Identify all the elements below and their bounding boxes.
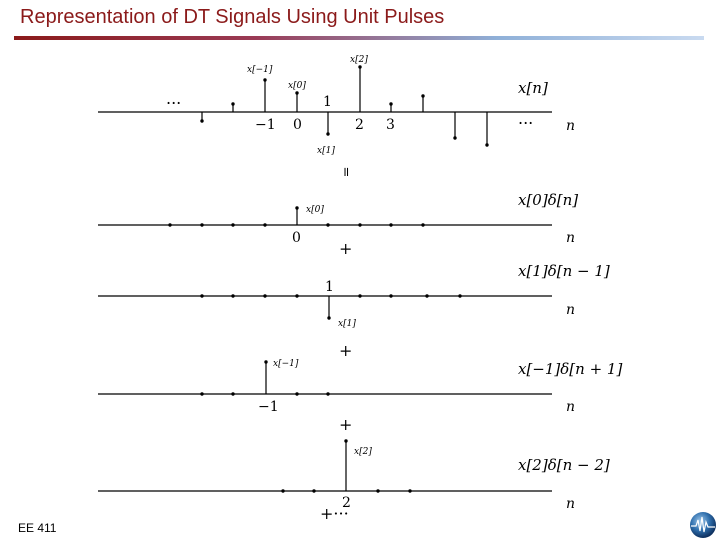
zero-samples (200, 294, 462, 298)
impulse-dot (327, 316, 331, 320)
component-tick-label: 0 (292, 230, 301, 246)
zero-dot (231, 392, 235, 396)
component-axis-var: n (566, 230, 575, 246)
impulse-sample-label: x[0] (306, 205, 324, 215)
title-underline (14, 36, 704, 40)
component-expression: x[2]δ[n − 2] (518, 456, 610, 474)
dot-n0 (295, 91, 299, 95)
plus-operator: + (339, 341, 352, 360)
zero-dot (458, 294, 462, 298)
zero-dot (200, 223, 204, 227)
impulse-dot (264, 360, 268, 364)
zero-dot (263, 223, 267, 227)
zero-samples (168, 223, 425, 227)
component-axis-var: n (566, 496, 575, 512)
component-expression: x[1]δ[n − 1] (518, 262, 610, 280)
main-axis-var: n (566, 118, 575, 134)
zero-dot (421, 223, 425, 227)
zero-dot (200, 294, 204, 298)
dot-n2 (358, 65, 362, 69)
dot-n5 (453, 136, 457, 140)
impulse-sample-label: x[−1] (273, 359, 299, 369)
dot-n-3 (231, 102, 235, 106)
tick-label-1: 1 (323, 94, 332, 110)
dot-n3 (389, 102, 393, 106)
zero-dot (295, 392, 299, 396)
impulse-dot (295, 206, 299, 210)
zero-dot (326, 223, 330, 227)
zero-dot (312, 489, 316, 493)
component-expression: x[−1]δ[n + 1] (518, 360, 622, 378)
main-signal-label: x[n] (518, 79, 548, 97)
component-x1-delta-n-minus-1: x[1] 1 x[1]δ[n − 1] n + (98, 262, 610, 360)
course-label: EE 411 (18, 521, 57, 535)
dot-n-4 (200, 119, 204, 123)
sample-label-x-minus1: x[−1] (247, 65, 273, 75)
zero-dot (408, 489, 412, 493)
dot-n-1 (263, 78, 267, 82)
zero-dot (263, 294, 267, 298)
zero-dot (389, 294, 393, 298)
ellipsis-left: ... (166, 89, 181, 108)
waveform-line (691, 516, 715, 533)
sample-label-x2: x[2] (350, 55, 368, 65)
component-x-minus1-delta-n-plus-1: x[−1] −1 x[−1]δ[n + 1] n + (98, 359, 622, 434)
zero-dot (358, 294, 362, 298)
globe-waveform-icon (690, 512, 716, 538)
component-expression: x[0]δ[n] (518, 191, 578, 209)
component-axis-var: n (566, 302, 575, 318)
main-signal-plot: ... ... x[n] n −1 0 1 2 3 x[−1] x[0] x[2… (98, 55, 575, 177)
main-dots (200, 65, 489, 147)
tick-label-0: 0 (293, 117, 302, 133)
zero-dot (326, 392, 330, 396)
zero-dot (389, 223, 393, 227)
plus-operator: + (339, 415, 352, 434)
zero-dot (200, 392, 204, 396)
main-stems (201, 67, 488, 145)
component-axis-var: n (566, 399, 575, 415)
zero-dot (425, 294, 429, 298)
dot-n6 (485, 143, 489, 147)
zero-samples (200, 392, 330, 396)
zero-dot (358, 223, 362, 227)
component-x0-delta-n: x[0] 0 x[0]δ[n] n + (98, 191, 578, 258)
zero-dot (168, 223, 172, 227)
tick-label-3: 3 (386, 117, 395, 133)
component-tick-label: −1 (258, 399, 279, 415)
tick-label-2: 2 (355, 117, 364, 133)
ellipsis-right: ... (518, 109, 533, 128)
zero-dot (231, 223, 235, 227)
plus-operator: + (339, 239, 352, 258)
component-tick-label: 1 (325, 279, 334, 295)
component-tick-label: 2 (342, 495, 351, 511)
dot-n4 (421, 94, 425, 98)
impulse-sample-label: x[1] (338, 319, 356, 329)
equals-sign: = (338, 167, 353, 178)
impulse-dot (344, 439, 348, 443)
zero-dot (376, 489, 380, 493)
zero-samples (281, 489, 412, 493)
impulse-sample-label: x[2] (354, 447, 372, 457)
zero-dot (295, 294, 299, 298)
component-x2-delta-n-minus-2: x[2] 2 x[2]δ[n − 2] n +··· (98, 439, 610, 523)
tick-label-neg1: −1 (255, 117, 276, 133)
dot-n1 (326, 132, 330, 136)
plus-ellipsis-operator: +··· (320, 504, 349, 523)
slide-title: Representation of DT Signals Using Unit … (20, 6, 445, 28)
sample-label-x0: x[0] (288, 81, 306, 91)
zero-dot (231, 294, 235, 298)
sample-label-x1: x[1] (317, 146, 335, 156)
zero-dot (281, 489, 285, 493)
